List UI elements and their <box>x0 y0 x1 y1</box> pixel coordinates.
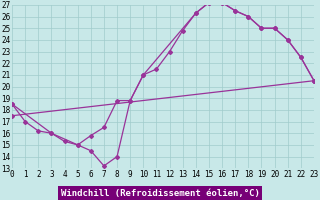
Text: Windchill (Refroidissement éolien,°C): Windchill (Refroidissement éolien,°C) <box>60 189 260 198</box>
